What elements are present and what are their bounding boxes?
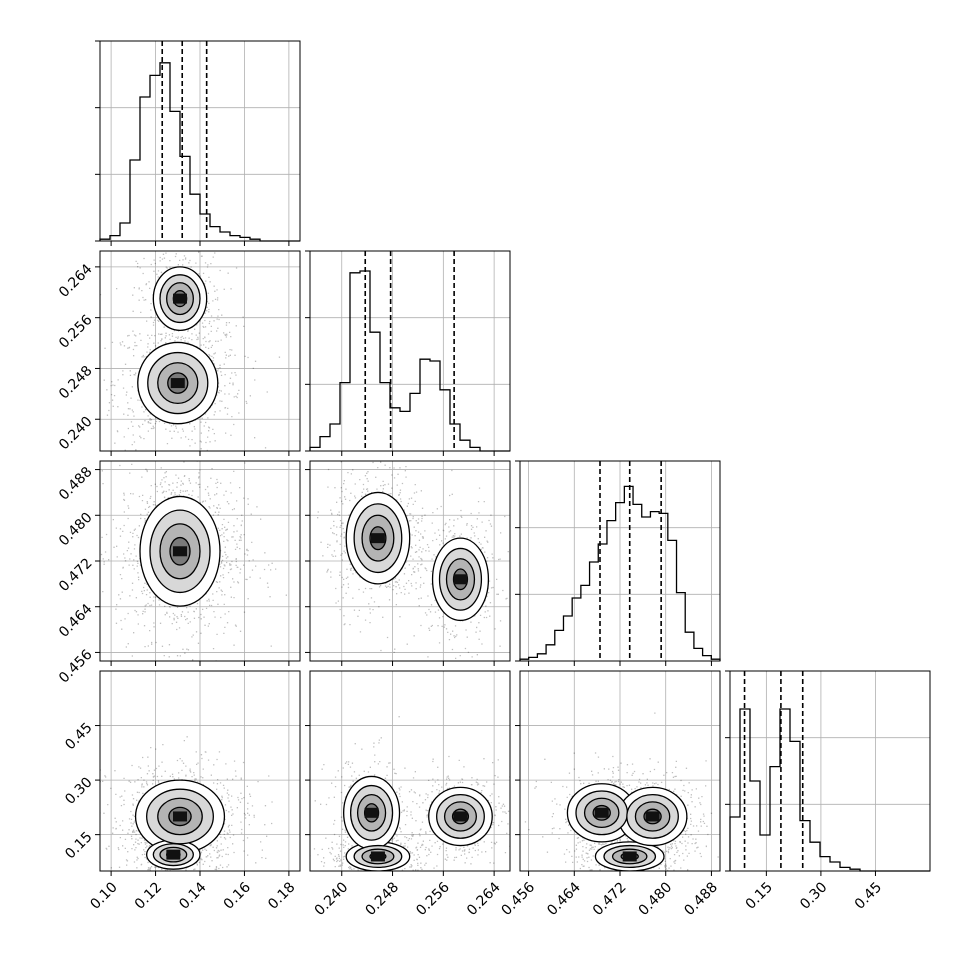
x-tick-label: 0.264 xyxy=(464,879,504,919)
x-tick-label: 0.45 xyxy=(852,879,885,912)
x-tick-label: 0.480 xyxy=(636,879,676,919)
x-tick-label: 0.488 xyxy=(681,879,721,919)
density-peak xyxy=(166,849,181,860)
panel-frame xyxy=(99,250,301,452)
x-tick-label: 0.14 xyxy=(176,879,209,912)
x-tick-label: 0.456 xyxy=(499,879,539,919)
density-panel-3-2 xyxy=(515,670,721,876)
histogram-panel-3 xyxy=(725,670,931,876)
x-tick-label: 0.12 xyxy=(132,879,165,912)
density-content xyxy=(520,671,720,871)
panel-frame xyxy=(519,670,721,872)
panel-frame xyxy=(309,670,511,872)
y-tick-label: 0.480 xyxy=(56,510,96,550)
y-tick-label: 0.256 xyxy=(56,312,96,352)
density-panel-3-0 xyxy=(95,670,301,876)
density-peak xyxy=(170,378,185,389)
density-peak xyxy=(370,533,385,544)
scatter-points xyxy=(310,716,510,871)
density-peak xyxy=(594,807,609,818)
density-panel-2-0 xyxy=(95,460,301,666)
y-tick-label: 0.464 xyxy=(56,601,96,641)
histogram-bars xyxy=(309,270,510,452)
y-tick-label: 0.248 xyxy=(56,363,96,403)
scatter-points xyxy=(317,461,509,660)
x-tick-label: 0.472 xyxy=(590,879,630,919)
y-tick-label: 0.488 xyxy=(56,464,96,504)
density-panel-2-1 xyxy=(305,460,511,666)
y-tick-label: 0.30 xyxy=(62,774,95,807)
density-peak xyxy=(645,811,660,822)
density-content xyxy=(100,251,300,451)
density-peak xyxy=(453,574,468,585)
y-tick-label: 0.15 xyxy=(62,829,95,862)
density-peak xyxy=(453,811,468,822)
x-tick-label: 0.464 xyxy=(544,879,584,919)
panel-frame xyxy=(309,250,511,452)
x-tick-label: 0.10 xyxy=(87,879,120,912)
density-content xyxy=(100,461,300,661)
panel-frame xyxy=(309,460,511,662)
density-peak xyxy=(173,811,187,822)
density-peak xyxy=(173,546,187,557)
density-peak xyxy=(370,851,385,862)
density-peak xyxy=(364,807,379,818)
panel-frame xyxy=(99,670,301,872)
density-peak xyxy=(622,851,637,862)
histogram-bars xyxy=(99,62,300,242)
y-tick-label: 0.45 xyxy=(62,720,95,753)
density-content xyxy=(310,671,510,871)
y-tick-label: 0.264 xyxy=(56,261,96,301)
x-tick-label: 0.18 xyxy=(265,879,298,912)
x-tick-label: 0.256 xyxy=(413,879,453,919)
density-content xyxy=(100,671,300,871)
density-panel-1-0 xyxy=(95,250,301,456)
histogram-bars xyxy=(519,485,721,661)
y-tick-label: 0.472 xyxy=(56,555,96,595)
density-peak xyxy=(173,293,187,304)
panel-frame xyxy=(519,460,721,662)
histogram-panel-2 xyxy=(515,460,721,666)
histogram-panel-1 xyxy=(305,250,511,456)
x-tick-label: 0.248 xyxy=(362,879,402,919)
x-tick-label: 0.15 xyxy=(743,879,776,912)
x-tick-label: 0.240 xyxy=(312,879,352,919)
y-tick-label: 0.240 xyxy=(56,414,96,454)
panel-frame xyxy=(99,40,301,242)
density-panel-3-1 xyxy=(305,670,511,876)
panel-frame xyxy=(729,670,931,872)
y-tick-label: 0.456 xyxy=(56,647,96,687)
x-tick-label: 0.16 xyxy=(221,879,254,912)
density-content xyxy=(310,461,510,661)
histogram-panel-0 xyxy=(95,40,301,246)
panel-frame xyxy=(99,460,301,662)
x-tick-label: 0.30 xyxy=(797,879,830,912)
histogram-bars xyxy=(729,708,930,872)
